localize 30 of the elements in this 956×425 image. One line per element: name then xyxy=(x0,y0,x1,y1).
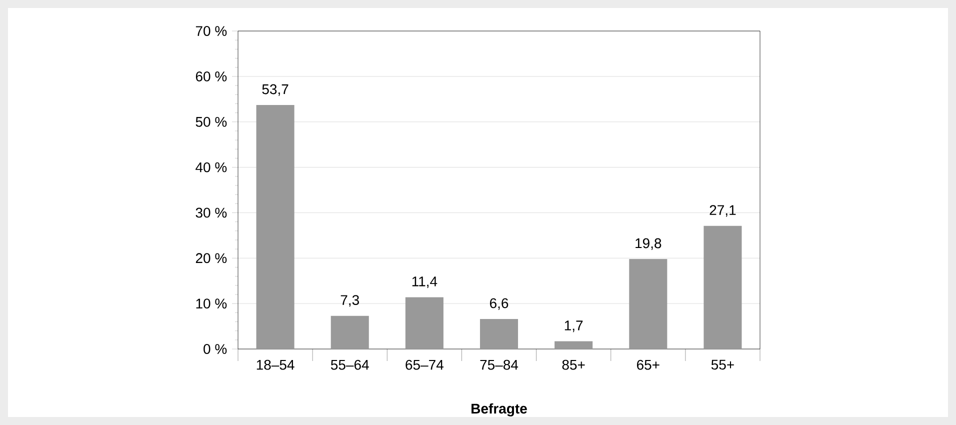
bar xyxy=(480,319,518,349)
y-tick-label: 30 % xyxy=(196,208,227,218)
x-tick-label: 85+ xyxy=(562,360,585,370)
data-label: 11,4 xyxy=(412,276,438,288)
y-tick-label: 20 % xyxy=(196,253,227,264)
x-tick-label: 65+ xyxy=(636,360,660,370)
bar xyxy=(405,297,444,349)
bar xyxy=(330,316,369,349)
y-tick-label: 60 % xyxy=(196,71,227,82)
y-tick-label: 0 % xyxy=(204,344,227,354)
x-tick-label: 75–84 xyxy=(480,360,518,370)
data-label: 6,6 xyxy=(490,298,508,310)
x-tick-label: 65–74 xyxy=(406,360,444,370)
data-label: 19,8 xyxy=(636,238,662,250)
y-tick-label: 70 % xyxy=(196,26,227,36)
x-tick-label: 55+ xyxy=(711,360,734,370)
data-label: 7,3 xyxy=(340,295,359,307)
x-axis-title: Befragte xyxy=(472,403,527,416)
data-label: 53,7 xyxy=(262,84,288,96)
bar xyxy=(256,105,294,349)
data-label: 1,7 xyxy=(564,320,583,332)
x-tick-label: 55–64 xyxy=(330,360,369,370)
x-tick-label: 18–54 xyxy=(256,360,294,370)
y-tick-label: 50 % xyxy=(196,116,227,127)
bar xyxy=(629,259,668,349)
y-tick-label: 10 % xyxy=(196,298,227,309)
y-tick-label: 40 % xyxy=(196,162,227,172)
bar xyxy=(704,226,742,349)
data-label: 27,1 xyxy=(710,205,736,217)
bar xyxy=(554,341,593,349)
